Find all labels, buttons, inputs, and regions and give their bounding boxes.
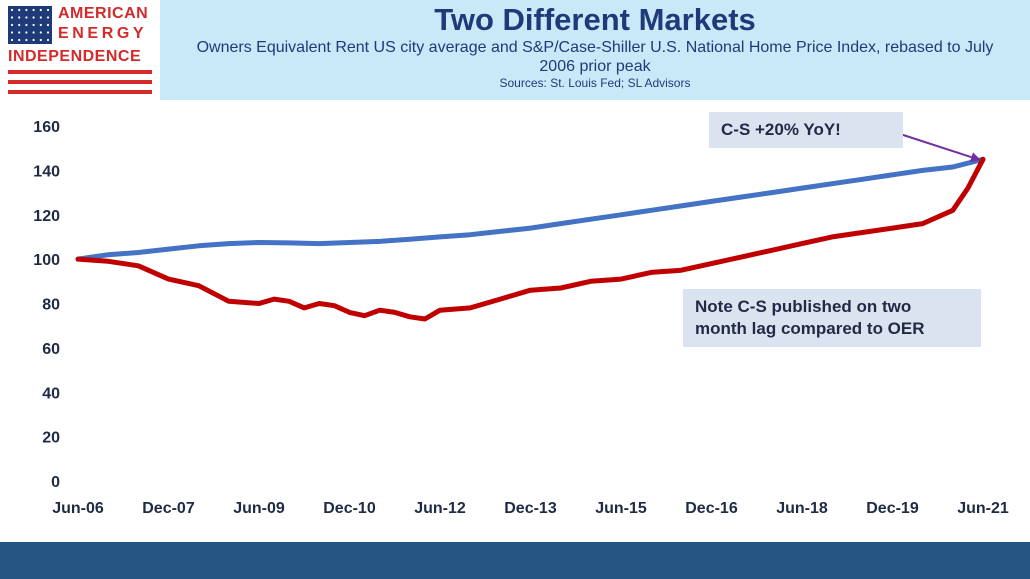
title-banner: Two Different Markets Owners Equivalent … (160, 0, 1030, 100)
flag-star (46, 23, 50, 27)
lag-note-line-2: month lag compared to OER (695, 319, 925, 338)
lag-note: Note C-S published on two month lag comp… (683, 289, 981, 347)
brand-line-independence: INDEPENDENCE (8, 48, 142, 65)
line-chart: 0 20 40 60 80 100 120 140 160 Jun-06 Dec-07 Jun-09… (33, 119, 1009, 517)
series-layer (75, 156, 986, 322)
flag-star (32, 38, 35, 42)
x-tick-label: Dec-07 (142, 500, 195, 517)
flag-star (46, 38, 50, 42)
flag-star (10, 31, 14, 34)
x-tick-label: Dec-19 (866, 500, 919, 517)
flag-star (39, 31, 42, 34)
x-axis-ticks: Jun-06 Dec-07 Jun-09 Dec-10 Jun-12 Dec-13 Jun-… (52, 500, 1009, 517)
flag-star (46, 8, 50, 12)
flag-star (10, 8, 14, 12)
flag-star (10, 16, 14, 19)
page-subtitle: Owners Equivalent Rent US city average a… (196, 39, 994, 75)
y-tick-label: 140 (33, 163, 60, 180)
x-tick-label: Jun-21 (957, 500, 1009, 517)
flag-star (10, 38, 14, 42)
y-axis-ticks: 0 20 40 60 80 100 120 140 160 (33, 119, 60, 491)
brand-line-energy: ENERGY (58, 25, 148, 42)
x-tick-label: Dec-16 (685, 500, 738, 517)
yoy-callout: C-S +20% YoY! (709, 112, 903, 148)
x-tick-label: Jun-09 (233, 500, 285, 517)
us-flag-icon (8, 6, 52, 44)
flag-star (25, 38, 28, 42)
brand-line-american: AMERICAN (58, 5, 149, 22)
flag-star (18, 23, 21, 27)
x-tick-label: Jun-18 (776, 500, 828, 517)
flag-star (32, 16, 35, 19)
x-tick-label: Dec-10 (323, 500, 376, 517)
x-tick-label: Dec-13 (504, 500, 557, 517)
flag-star (39, 16, 42, 19)
series-line-1 (75, 156, 986, 262)
y-tick-label: 80 (42, 297, 60, 314)
flag-star (25, 8, 28, 12)
callout-arrow-head (969, 152, 981, 162)
flag-star (32, 8, 35, 12)
flag-star (39, 23, 42, 27)
x-tick-label: Jun-15 (595, 500, 647, 517)
y-tick-label: 160 (33, 119, 60, 136)
series-line-2 (75, 156, 986, 322)
flag-star (39, 8, 42, 12)
y-tick-label: 100 (33, 252, 60, 269)
brand-stripes (8, 70, 152, 94)
flag-star (18, 8, 21, 12)
flag-star (25, 23, 28, 27)
y-tick-label: 20 (42, 430, 60, 447)
flag-star (39, 38, 42, 42)
flag-star (18, 16, 21, 19)
flag-star (10, 23, 14, 27)
flag-star (18, 31, 21, 34)
sources-note: Sources: St. Louis Fed; SL Advisors (499, 76, 691, 90)
y-tick-label: 120 (33, 208, 60, 225)
y-tick-label: 40 (42, 385, 60, 402)
flag-star (46, 16, 50, 19)
page-title: Two Different Markets (434, 2, 756, 37)
flag-star (18, 38, 21, 42)
y-tick-label: 60 (42, 341, 60, 358)
lag-note-line-1: Note C-S published on two (695, 297, 912, 316)
callout-arrow (893, 131, 972, 159)
x-tick-label: Jun-06 (52, 500, 104, 517)
flag-star (25, 16, 28, 19)
footer-bar (0, 542, 1030, 579)
flag-star (46, 31, 50, 34)
flag-star (25, 31, 28, 34)
y-tick-label: 0 (51, 474, 60, 491)
x-tick-label: Jun-12 (414, 500, 466, 517)
flag-star (32, 31, 35, 34)
brand-logo: AMERICAN ENERGY INDEPENDENCE (0, 0, 160, 100)
flag-star (32, 23, 35, 27)
